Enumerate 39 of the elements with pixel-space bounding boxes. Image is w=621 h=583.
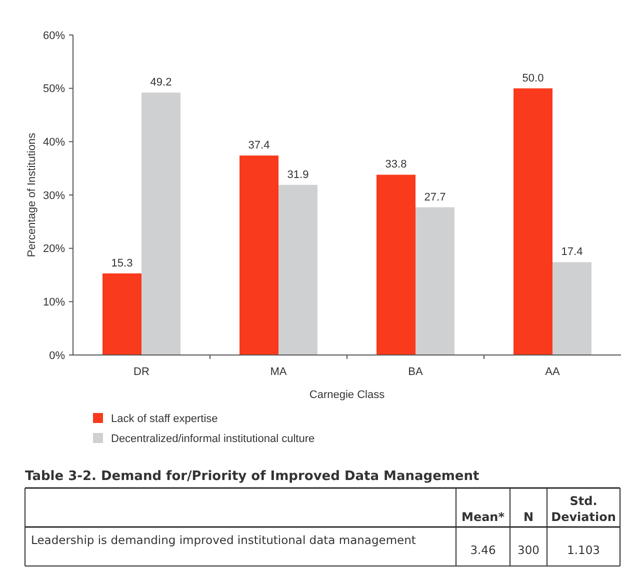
text: 1.103 <box>567 543 600 557</box>
legend-label: Decentralized/informal institutional culture <box>111 432 315 445</box>
y-tick-label: 30% <box>42 190 66 202</box>
bar <box>240 156 278 355</box>
bar <box>278 184 318 355</box>
y-tick-label: 50% <box>42 83 66 96</box>
data-label: 31.9 <box>287 168 309 181</box>
y-tick-label: 40% <box>42 136 66 149</box>
text: Mean* <box>462 510 506 524</box>
data-label: 50.0 <box>522 72 544 84</box>
text: 300 <box>518 543 540 557</box>
legend-label: Lack of staff expertise <box>111 412 218 425</box>
y-tick-label: 0% <box>49 350 66 362</box>
text: N <box>523 510 534 524</box>
x-axis-title: Carnegie Class <box>309 389 386 401</box>
x-tick-label: BA <box>408 366 424 378</box>
data-label: 27.7 <box>424 191 446 204</box>
data-label: 37.4 <box>248 140 270 152</box>
x-tick-label: DR <box>134 366 150 378</box>
text: Leadership is demanding improved institutional data management <box>31 533 416 547</box>
y-axis-title: Percentage of Institutions <box>26 132 38 258</box>
bar <box>376 174 416 355</box>
text: 3.46 <box>470 543 496 557</box>
y-tick-label: 60% <box>42 30 66 42</box>
bar <box>102 273 142 355</box>
bar <box>416 207 454 355</box>
x-tick-label: AA <box>545 366 560 378</box>
bar <box>142 92 180 355</box>
data-label: 15.3 <box>111 257 133 270</box>
x-tick-label: MA <box>270 366 288 378</box>
data-label: 33.8 <box>385 158 407 171</box>
data-label: 49.2 <box>150 76 172 89</box>
data-label: 17.4 <box>561 246 583 258</box>
text: Table 3-2. Demand for/Priority of Improved Data Management <box>25 469 480 484</box>
y-tick-label: 10% <box>42 296 66 309</box>
text: Std. Deviation <box>551 494 616 524</box>
bar <box>552 262 592 355</box>
bar <box>514 88 552 355</box>
y-tick-label: 20% <box>42 243 66 256</box>
